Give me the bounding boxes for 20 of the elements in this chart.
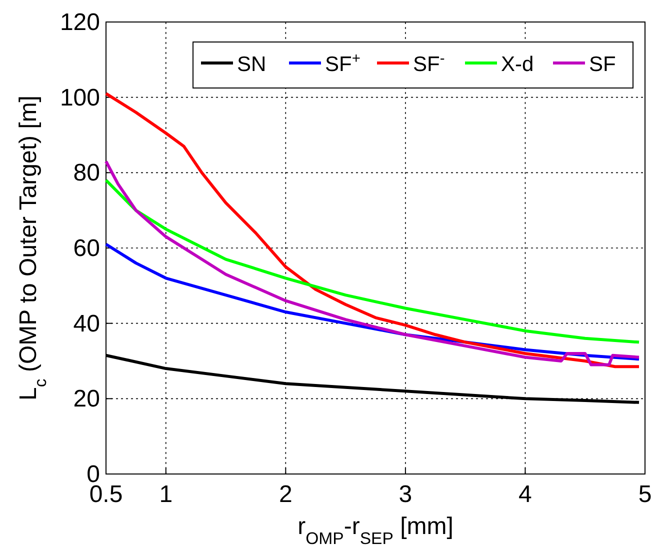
y-tick-label: 120 (60, 9, 100, 36)
legend-label: SF (589, 53, 616, 76)
y-tick-label: 60 (73, 235, 100, 262)
y-tick-label: 40 (73, 310, 100, 338)
legend-label: SF$^{-}$ (413, 51, 445, 76)
line-series (104, 178, 641, 344)
x-tick-label: 5 (638, 481, 652, 508)
x-axis-title: r$_{OMP}$-r$_{SEP}$ [mm] (298, 513, 454, 548)
legend-label: SF$^{+}$ (325, 51, 360, 76)
x-tick-label: 4 (518, 481, 532, 508)
line-series (104, 160, 641, 366)
line-series (104, 92, 641, 368)
y-tick-label: 20 (73, 386, 100, 413)
y-tick-label: 100 (60, 84, 100, 112)
y-tick-label: 80 (73, 160, 100, 187)
legend-label: X-d (501, 53, 534, 76)
legend-label: SN (237, 53, 266, 76)
x-tick-label: 2 (278, 481, 292, 508)
x-tick-label: 3 (398, 481, 412, 508)
x-tick-label: 1 (159, 481, 173, 508)
